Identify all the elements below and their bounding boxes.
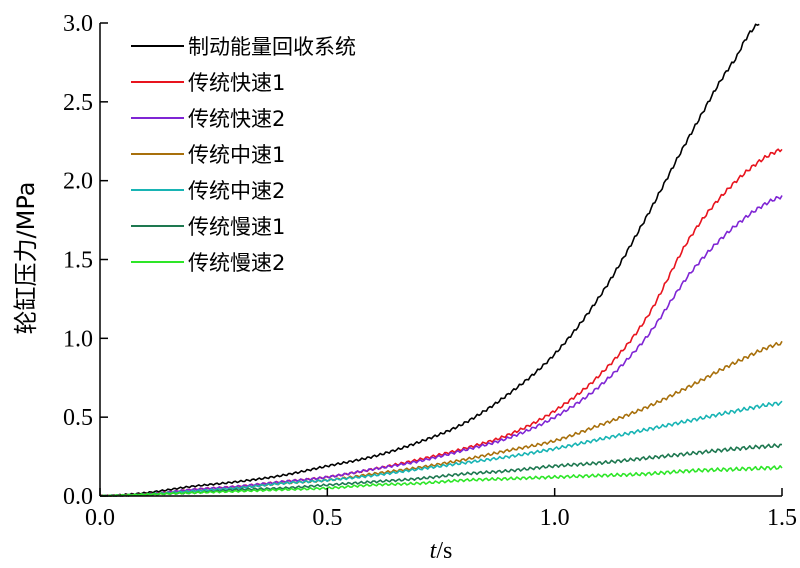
series-line-3	[99, 340, 783, 497]
y-tick-label-0: 0.0	[63, 484, 93, 510]
x-axis-title-unit: /s	[436, 538, 452, 564]
series-line-2	[99, 195, 783, 497]
x-tick-label-1: 0.5	[312, 505, 342, 531]
x-axis-title-variable: t	[430, 538, 438, 564]
y-tick-label-1: 0.5	[63, 405, 93, 431]
y-tick-label-5: 2.5	[63, 90, 93, 116]
series-layer	[99, 23, 783, 497]
y-axis-title: 轮缸压力/MPa	[12, 182, 40, 335]
legend-label-3: 传统中速1	[188, 143, 285, 167]
legend-label-0: 制动能量回收系统	[188, 35, 356, 59]
ticks-layer: 0.0 0.5 1.0 1.5 0.0 0.5 1.0 1.5 2.0 2.5 3.0	[63, 11, 797, 531]
series-line-0	[99, 23, 760, 497]
x-tick-label-2: 1.0	[540, 505, 570, 531]
series-line-4	[99, 400, 783, 497]
legend-label-1: 传统快速1	[188, 71, 285, 95]
legend-label-5: 传统慢速1	[188, 215, 285, 239]
x-tick-label-3: 1.5	[767, 505, 797, 531]
y-tick-label-4: 2.0	[63, 169, 93, 195]
x-tick-label-0: 0.0	[85, 505, 115, 531]
legend-label-2: 传统快速2	[188, 107, 285, 131]
legend-label-4: 传统中速2	[188, 179, 285, 203]
x-axis-title: t/s	[430, 538, 453, 564]
y-tick-label-2: 1.0	[63, 326, 93, 352]
y-tick-label-3: 1.5	[63, 248, 93, 274]
series-line-6	[100, 464, 783, 497]
y-tick-label-6: 3.0	[63, 11, 93, 37]
legend-label-6: 传统慢速2	[188, 251, 285, 275]
